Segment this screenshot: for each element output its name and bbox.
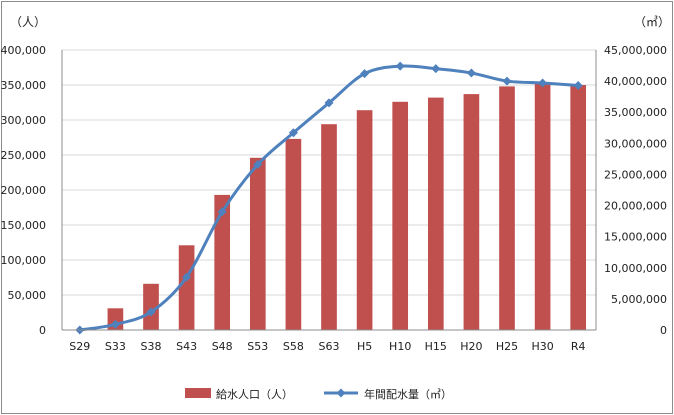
x-tick-label: S53 — [247, 340, 268, 353]
legend-line-label: 年間配水量（㎥） — [364, 387, 452, 401]
bar-H25 — [499, 86, 515, 331]
bar-H20 — [463, 94, 480, 330]
line-point-S43 — [182, 272, 192, 282]
x-tick-label: S43 — [176, 340, 197, 353]
right-tick-label: 35,000,000 — [604, 106, 667, 119]
legend-bar-label: 給水人口（人） — [216, 387, 293, 401]
line-point-H25 — [502, 76, 512, 86]
x-tick-label: S58 — [283, 340, 304, 353]
x-tick-label: H30 — [531, 340, 553, 353]
right-tick-label: 45,000,000 — [604, 44, 667, 57]
x-tick-label: S33 — [105, 340, 126, 353]
legend-line-marker — [336, 388, 346, 398]
line-series — [75, 61, 583, 335]
bar-S48 — [214, 194, 231, 330]
bar-H5 — [356, 110, 373, 330]
bar-H10 — [392, 101, 409, 330]
bar-S53 — [249, 157, 266, 330]
legend-bar-swatch — [185, 388, 211, 398]
bar-R4 — [570, 85, 587, 330]
x-tick-label: S63 — [319, 340, 340, 353]
right-tick-label: 30,000,000 — [604, 137, 667, 150]
left-tick-label: 50,000 — [8, 289, 47, 302]
line-point-S33 — [110, 319, 120, 329]
line-point-H10 — [395, 61, 405, 71]
bar-S38 — [143, 283, 159, 330]
right-tick-label: 15,000,000 — [604, 231, 667, 244]
x-tick-label: H15 — [425, 340, 447, 353]
line-point-H30 — [538, 78, 548, 88]
axes: 0 50,000 100,000 150,000 200,000 250,000 300,0… — [1, 44, 668, 353]
right-axis-unit: （㎥） — [634, 15, 670, 29]
bar-S58 — [285, 138, 302, 330]
legend: 給水人口（人） 年間配水量（㎥） — [185, 387, 452, 401]
bar-H30 — [534, 82, 551, 331]
x-tick-label: R4 — [571, 340, 586, 353]
right-tick-label: 40,000,000 — [604, 75, 667, 88]
right-tick-label: 25,000,000 — [604, 168, 667, 181]
line-point-S58 — [288, 128, 298, 138]
left-tick-label: 400,000 — [1, 44, 47, 57]
line-point-H5 — [360, 69, 370, 79]
line-point-S48 — [217, 207, 227, 217]
right-tick-label: 0 — [660, 324, 667, 337]
line-point-S63 — [324, 98, 334, 108]
left-tick-label: 150,000 — [1, 219, 47, 232]
x-tick-label: H20 — [460, 340, 482, 353]
line-point-R4 — [573, 80, 583, 90]
x-tick-label: S38 — [141, 340, 162, 353]
bar-H15 — [427, 97, 444, 330]
line-point-H20 — [466, 68, 476, 78]
line-point-S38 — [146, 307, 156, 317]
left-tick-label: 0 — [39, 324, 46, 337]
left-tick-label: 300,000 — [1, 114, 47, 127]
bar-S63 — [321, 124, 337, 330]
x-tick-label: H10 — [389, 340, 411, 353]
left-tick-label: 100,000 — [1, 254, 47, 267]
line-point-S53 — [253, 159, 263, 169]
left-tick-label: 200,000 — [1, 184, 47, 197]
left-tick-label: 350,000 — [1, 79, 47, 92]
line-point-H15 — [431, 64, 441, 74]
x-tick-label: S29 — [69, 340, 90, 353]
x-tick-label: H25 — [496, 340, 518, 353]
right-tick-label: 10,000,000 — [604, 262, 667, 275]
left-tick-label: 250,000 — [1, 149, 47, 162]
right-tick-label: 5,000,000 — [611, 293, 667, 306]
bar-S43 — [178, 245, 195, 330]
x-tick-label: S48 — [212, 340, 233, 353]
bar-series — [107, 82, 587, 331]
x-tick-label: H5 — [357, 340, 372, 353]
left-axis-unit: （人） — [10, 15, 46, 29]
right-tick-label: 20,000,000 — [604, 200, 667, 213]
